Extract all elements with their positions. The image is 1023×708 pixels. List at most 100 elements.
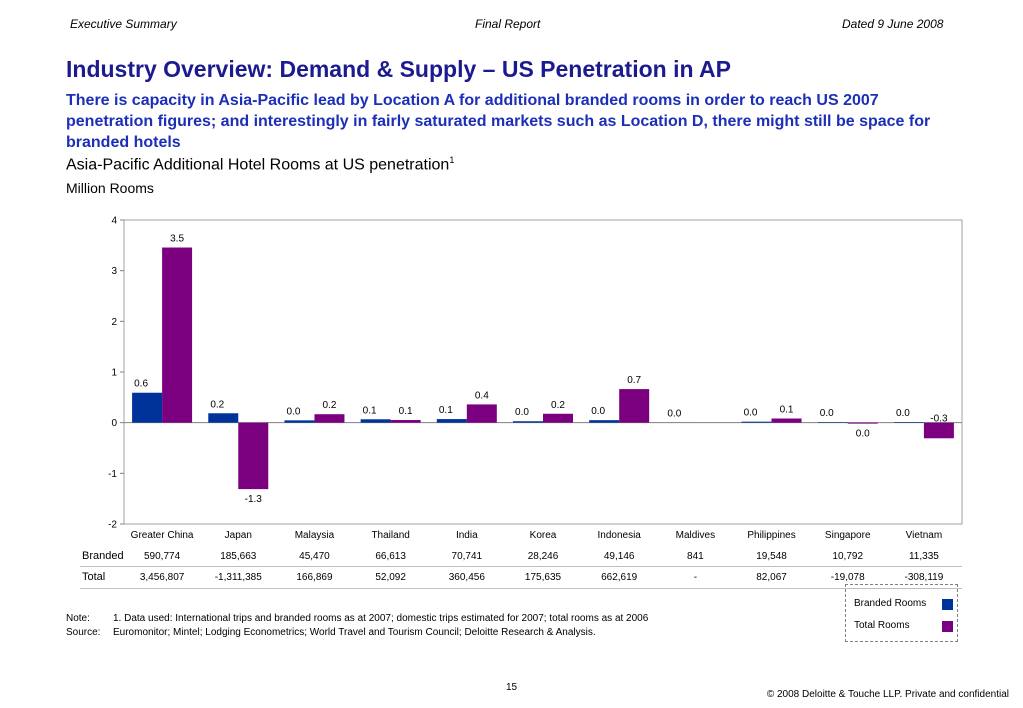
data-label: 0.1 — [399, 406, 413, 417]
bar-total — [771, 418, 802, 423]
data-label: 0.0 — [515, 407, 529, 418]
table-cell: 19,548 — [756, 551, 787, 562]
data-label: 0.0 — [896, 408, 910, 419]
x-tick-label: Singapore — [825, 530, 871, 541]
data-label: 0.1 — [439, 405, 453, 416]
page-subtitle: There is capacity in Asia-Pacific lead b… — [66, 92, 931, 151]
note-label: Note: — [66, 613, 90, 624]
table-cell: 45,470 — [299, 551, 330, 562]
note-text: 1. Data used: International trips and br… — [113, 613, 649, 624]
table-cell: 166,869 — [296, 572, 333, 583]
header-center: Final Report — [475, 17, 541, 31]
bar-branded — [513, 421, 543, 423]
chart-title-text: Asia-Pacific Additional Hotel Rooms at U… — [66, 156, 450, 174]
data-label: 3.5 — [170, 234, 184, 245]
data-label: -1.3 — [245, 494, 263, 505]
table-cell: -308,119 — [904, 572, 944, 583]
page-title: Industry Overview: Demand & Supply – US … — [66, 56, 732, 82]
data-label: 0.2 — [323, 400, 337, 411]
bar-total — [162, 247, 193, 423]
y-tick-label: 3 — [111, 266, 117, 277]
y-tick-label: 4 — [111, 216, 117, 227]
source-label: Source: — [66, 627, 101, 638]
y-tick-label: -2 — [108, 520, 117, 531]
bar-total — [619, 389, 650, 423]
table-row-label: Total — [82, 571, 106, 583]
bar-branded — [589, 420, 620, 423]
bar-branded — [360, 419, 391, 423]
legend-swatch-total — [942, 621, 953, 632]
table-cell: 66,613 — [375, 551, 406, 562]
table-cell: 82,067 — [756, 572, 787, 583]
chart-legend: Branded Rooms Total Rooms — [845, 584, 958, 642]
x-tick-label: Korea — [530, 530, 557, 541]
data-label: 0.1 — [363, 405, 377, 416]
bar-branded — [208, 413, 239, 423]
y-tick-label: 0 — [111, 418, 117, 429]
data-label: 0.0 — [591, 406, 605, 417]
y-tick-label: -1 — [108, 469, 117, 480]
x-tick-label: Thailand — [371, 530, 409, 541]
table-divider — [80, 566, 962, 567]
bar-total — [390, 420, 421, 423]
table-divider — [80, 588, 962, 589]
bar-total — [847, 422, 878, 424]
data-label: 0.0 — [744, 408, 758, 419]
bar-total — [314, 414, 345, 423]
bar-branded — [817, 422, 848, 423]
x-tick-label: Japan — [225, 530, 252, 541]
legend-label-branded: Branded Rooms — [854, 598, 927, 609]
bar-branded — [893, 422, 924, 423]
data-label: 0.1 — [780, 405, 794, 416]
data-label: -0.3 — [930, 414, 948, 425]
header-right: Dated 9 June 2008 — [842, 17, 944, 31]
bar-branded — [741, 421, 772, 423]
table-cell: 175,635 — [524, 572, 562, 583]
bar-total — [238, 422, 269, 490]
table-cell: 28,246 — [527, 551, 559, 562]
data-label: 0.2 — [551, 400, 565, 411]
chart-title-note: 1 — [449, 155, 455, 165]
x-tick-label: Vietnam — [906, 530, 943, 541]
bar-total — [466, 404, 497, 423]
x-tick-label: Philippines — [747, 530, 795, 541]
table-cell: - — [693, 572, 698, 583]
table-cell: 185,663 — [220, 551, 257, 562]
unit-label: Million Rooms — [66, 180, 154, 196]
legend-label-total: Total Rooms — [854, 620, 910, 631]
table-cell: 52,092 — [375, 572, 406, 583]
chart-title: Asia-Pacific Additional Hotel Rooms at U… — [66, 155, 454, 174]
bar-total — [543, 413, 573, 423]
y-tick-label: 2 — [111, 317, 117, 328]
table-cell: -1,311,385 — [214, 572, 262, 583]
table-cell: -19,078 — [830, 572, 865, 583]
data-label: 0.4 — [475, 390, 489, 401]
data-label: 0.0 — [287, 406, 301, 417]
table-cell: 49,146 — [603, 551, 635, 562]
x-tick-label: Maldives — [676, 530, 715, 541]
data-label: 0.0 — [856, 429, 870, 440]
x-tick-label: Malaysia — [295, 530, 335, 541]
table-cell: 10,792 — [832, 551, 864, 562]
table-cell: 662,619 — [601, 572, 638, 583]
table-cell: 590,774 — [144, 551, 181, 562]
legend-swatch-branded — [942, 599, 953, 610]
data-label: 0.0 — [820, 408, 834, 419]
table-cell: 3,456,807 — [139, 572, 185, 583]
table-cell: 360,456 — [448, 572, 485, 583]
header-left: Executive Summary — [70, 17, 177, 31]
data-label: 0.7 — [627, 375, 641, 386]
x-tick-label: Indonesia — [597, 530, 641, 541]
y-tick-label: 1 — [111, 368, 117, 379]
source-text: Euromonitor; Mintel; Lodging Econometric… — [113, 627, 596, 638]
x-tick-label: Greater China — [131, 530, 194, 541]
bar-branded — [132, 392, 163, 423]
table-row-label: Branded — [82, 550, 124, 562]
page-number: 15 — [506, 682, 518, 693]
bar-branded — [284, 420, 315, 423]
table-cell: 841 — [687, 551, 704, 562]
data-label: 0.6 — [134, 379, 148, 390]
data-label: 0.2 — [210, 399, 224, 410]
table-cell: 11,335 — [908, 551, 939, 562]
bar-total — [923, 422, 954, 439]
